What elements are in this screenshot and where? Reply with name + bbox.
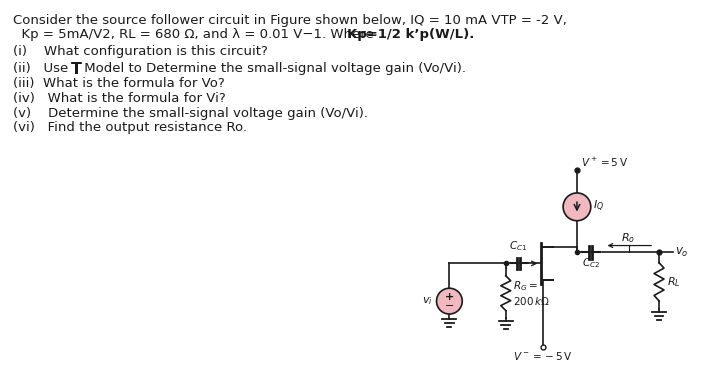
Text: Model to Determine the small-signal voltage gain (Vo/Vi).: Model to Determine the small-signal volt… xyxy=(79,62,466,75)
Text: $R_G=$
$200\,k\Omega$: $R_G=$ $200\,k\Omega$ xyxy=(513,279,549,307)
Text: −: − xyxy=(445,301,454,311)
Text: (iv)   What is the formula for Vi?: (iv) What is the formula for Vi? xyxy=(13,92,226,105)
Text: +: + xyxy=(445,292,454,302)
Text: $R_o$: $R_o$ xyxy=(621,231,636,245)
Circle shape xyxy=(436,288,462,314)
Text: $R_L$: $R_L$ xyxy=(667,275,680,289)
Text: $V^+=5\,\mathrm{V}$: $V^+=5\,\mathrm{V}$ xyxy=(581,156,628,169)
Text: (iii)  What is the formula for Vo?: (iii) What is the formula for Vo? xyxy=(13,77,225,90)
Text: Consider the source follower circuit in Figure shown below, IQ = 10 mA VTP = -2 : Consider the source follower circuit in … xyxy=(13,14,567,27)
Text: T: T xyxy=(71,62,81,77)
Text: (vi)   Find the output resistance Ro.: (vi) Find the output resistance Ro. xyxy=(13,121,247,134)
Text: $v_i$: $v_i$ xyxy=(422,295,433,307)
Text: Kp=1/2 k’p(W/L).: Kp=1/2 k’p(W/L). xyxy=(346,28,474,41)
Text: $I_Q$: $I_Q$ xyxy=(593,199,604,214)
Text: (v)    Determine the small-signal voltage gain (Vo/Vi).: (v) Determine the small-signal voltage g… xyxy=(13,107,368,120)
Text: (i)    What configuration is this circuit?: (i) What configuration is this circuit? xyxy=(13,45,268,58)
Text: $C_{C1}$: $C_{C1}$ xyxy=(510,240,528,253)
Circle shape xyxy=(563,193,591,221)
Text: $C_{C2}$: $C_{C2}$ xyxy=(582,256,600,270)
Text: $v_o$: $v_o$ xyxy=(675,246,688,259)
Text: Kp = 5mA/V2, RL = 680 Ω, and λ = 0.01 V−1. Where: Kp = 5mA/V2, RL = 680 Ω, and λ = 0.01 V−… xyxy=(13,28,378,41)
Text: $V^-=-5\,\mathrm{V}$: $V^-=-5\,\mathrm{V}$ xyxy=(513,350,573,362)
Text: (ii)   Use: (ii) Use xyxy=(13,62,73,75)
